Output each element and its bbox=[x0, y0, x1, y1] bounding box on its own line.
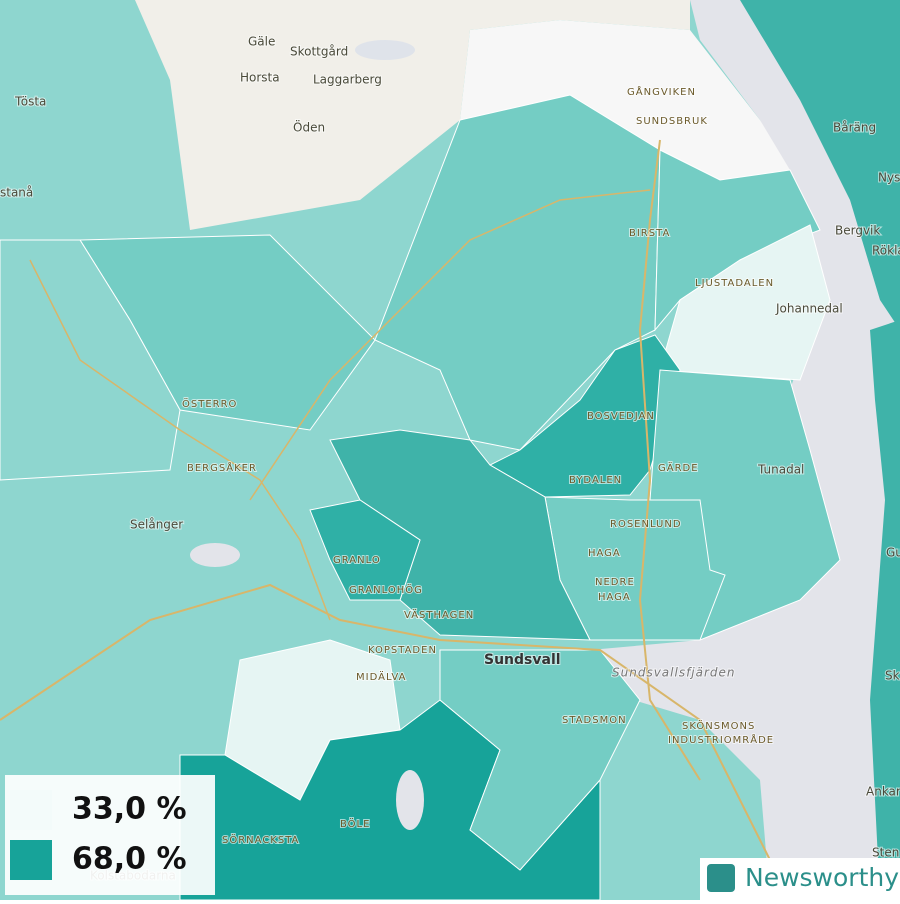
place-label: Gu bbox=[886, 546, 900, 560]
place-label: GRANLO bbox=[333, 555, 381, 566]
place-label: Nys bbox=[878, 171, 900, 185]
place-label: stanå bbox=[0, 186, 33, 200]
place-label: GRANLOHÖG bbox=[349, 583, 423, 596]
place-label: KOPSTADEN bbox=[368, 645, 437, 656]
place-label: BOSVEDJAN bbox=[587, 411, 655, 422]
place-label: GÅNGVIKEN bbox=[627, 85, 696, 98]
place-label: SKÖNSMONS bbox=[682, 719, 755, 732]
place-label: Sk bbox=[885, 669, 900, 683]
legend-label: 33,0 % bbox=[72, 792, 187, 827]
legend-swatch bbox=[10, 840, 52, 880]
place-label: Öden bbox=[293, 119, 325, 135]
region bbox=[329, 429, 591, 641]
place-label: NEDRE bbox=[595, 577, 635, 588]
place-label: Laggarberg bbox=[313, 73, 382, 87]
road bbox=[249, 189, 651, 501]
region bbox=[870, 320, 900, 900]
place-label: GÄRDE bbox=[658, 461, 699, 474]
place-label: VÄSTHAGEN bbox=[404, 608, 474, 621]
land bbox=[135, 0, 690, 230]
place-label: BIRSTA bbox=[629, 228, 670, 239]
place-label: STADSMON bbox=[562, 715, 627, 726]
place-label: Ankar bbox=[866, 785, 900, 799]
region bbox=[0, 239, 181, 481]
road bbox=[0, 583, 771, 861]
place-label: Johannedal bbox=[775, 302, 843, 316]
lake bbox=[190, 543, 240, 567]
place-label: BERGSÅKER bbox=[187, 461, 257, 474]
place-label: Sten bbox=[872, 846, 899, 860]
region bbox=[488, 334, 681, 498]
place-label: ROSENLUND bbox=[610, 519, 682, 530]
region bbox=[740, 0, 900, 330]
place-label: Sundsvall bbox=[484, 652, 561, 668]
place-label: SUNDSBRUK bbox=[636, 116, 708, 127]
road bbox=[638, 139, 701, 781]
brand-name: Newsworthy bbox=[745, 863, 899, 892]
place-label: Skottgård bbox=[290, 45, 348, 59]
place-label: MIDÄLVA bbox=[356, 670, 406, 683]
place-label: Bergvik bbox=[835, 224, 880, 238]
place-label: Gäle bbox=[248, 35, 275, 49]
place-label: LJUSTADALEN bbox=[695, 278, 774, 289]
place-label: Horsta bbox=[240, 71, 280, 85]
lake bbox=[355, 40, 415, 60]
sea bbox=[590, 0, 900, 900]
place-label: Tunadal bbox=[757, 463, 804, 477]
region bbox=[659, 224, 831, 381]
region bbox=[439, 649, 641, 871]
place-label: Selånger bbox=[130, 518, 183, 532]
place-label: ÖSTERRO bbox=[182, 397, 237, 410]
place-label: Rökla bbox=[872, 244, 900, 258]
place-label: HAGA bbox=[598, 592, 631, 603]
place-label: SÖRNACKSTA bbox=[222, 833, 299, 846]
brand-icon bbox=[707, 864, 735, 892]
lake bbox=[396, 770, 424, 830]
place-label: BÖLE bbox=[340, 817, 370, 830]
place-label: BYDALEN bbox=[569, 475, 622, 486]
region bbox=[374, 94, 661, 451]
legend-label: 68,0 % bbox=[72, 842, 187, 877]
road bbox=[29, 259, 331, 621]
place-label: Tösta bbox=[14, 95, 46, 109]
place-label: INDUSTRIOMRÅDE bbox=[668, 733, 774, 746]
land bbox=[460, 20, 790, 180]
region bbox=[309, 499, 421, 601]
place-label: Sundsvallsfjärden bbox=[612, 666, 736, 680]
legend-swatch bbox=[10, 790, 52, 830]
place-label: Båräng bbox=[833, 121, 876, 135]
place-label: HAGA bbox=[588, 548, 621, 559]
